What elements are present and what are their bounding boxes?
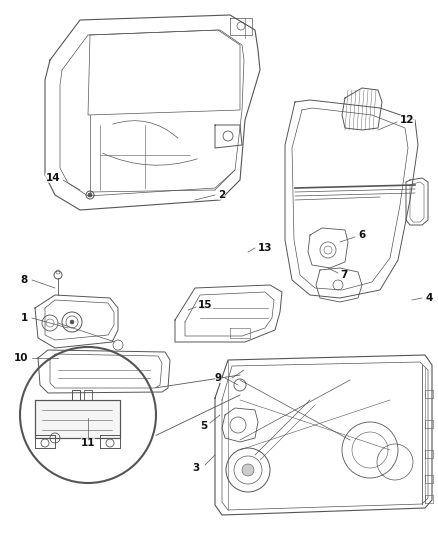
Text: 3: 3 (193, 463, 200, 473)
Bar (84, 390, 92, 400)
Text: 8: 8 (21, 275, 28, 285)
Bar (35, 400, 120, 438)
Circle shape (70, 320, 74, 324)
Text: 7: 7 (340, 270, 347, 280)
Bar (425, 390, 433, 398)
Bar (425, 495, 433, 503)
Bar (72, 390, 80, 400)
Bar (425, 450, 433, 458)
Circle shape (242, 464, 254, 476)
Text: 12: 12 (400, 115, 414, 125)
Text: 2: 2 (218, 190, 225, 200)
Text: 13: 13 (258, 243, 272, 253)
Bar (425, 475, 433, 483)
Text: 6: 6 (358, 230, 365, 240)
Text: 14: 14 (46, 173, 60, 183)
Text: 1: 1 (21, 313, 28, 323)
Text: 5: 5 (200, 421, 207, 431)
Text: 9: 9 (215, 373, 222, 383)
Bar (425, 420, 433, 428)
Text: 4: 4 (425, 293, 432, 303)
Circle shape (88, 193, 92, 197)
Text: 10: 10 (14, 353, 28, 363)
Text: 11: 11 (81, 438, 95, 448)
Text: 15: 15 (198, 300, 212, 310)
